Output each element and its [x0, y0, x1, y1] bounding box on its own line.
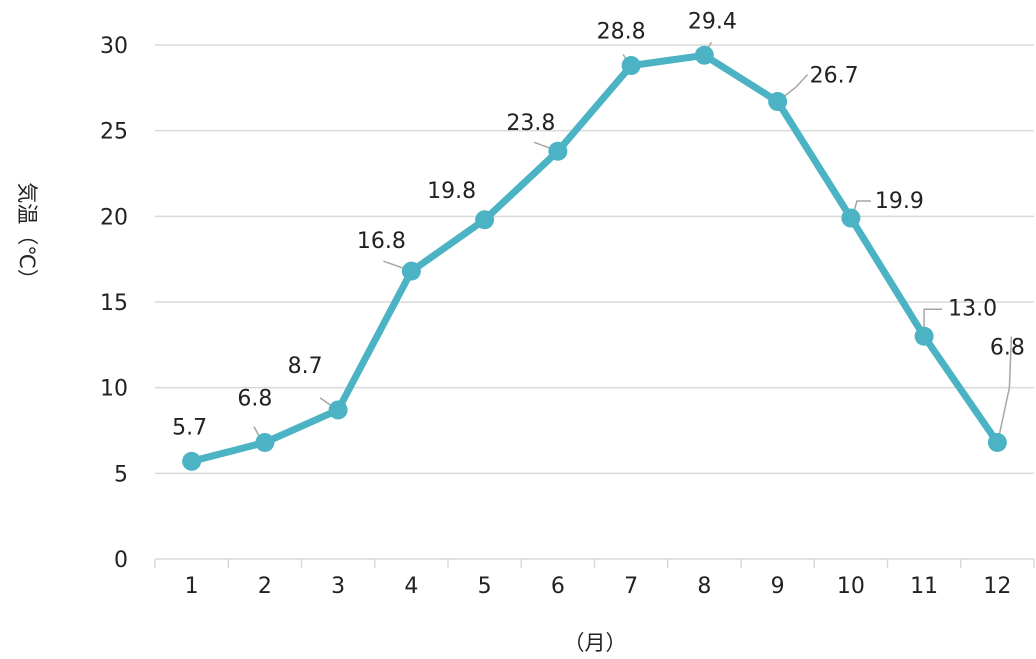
data-point: [987, 432, 1007, 452]
y-axis-title: 気温（℃）: [15, 182, 39, 290]
data-point: [914, 326, 934, 346]
series-line-layer: [188, 51, 1001, 465]
data-label: 29.4: [688, 9, 737, 34]
y-tick-label: 15: [100, 291, 128, 316]
data-label-leader: [533, 141, 551, 149]
data-label: 23.8: [506, 111, 555, 136]
data-label-leader: [383, 260, 404, 269]
gridlines: [155, 44, 1034, 475]
x-tick-label: 6: [551, 574, 565, 599]
x-tick-label: 11: [910, 574, 938, 599]
data-label-leader: [782, 73, 809, 99]
data-label: 13.0: [948, 296, 997, 321]
data-labels: 5.7 6.8 8.7 16.8 19.8 23.8 28.8 29.4 26.7 19.9 13.…: [172, 9, 1025, 440]
data-points: [182, 45, 1007, 471]
data-label-leader: [319, 397, 331, 406]
y-tick-label: 0: [114, 548, 128, 573]
data-label-leader: [998, 336, 1013, 435]
data-point: [255, 432, 275, 452]
data-label: 16.8: [357, 229, 406, 254]
x-tick-label: 5: [478, 574, 492, 599]
x-tick-label: 1: [185, 574, 199, 599]
x-tick-label: 7: [624, 574, 638, 599]
data-point: [328, 400, 348, 420]
x-tick-label: 4: [404, 574, 418, 599]
data-label: 6.8: [990, 335, 1025, 360]
series-line: [188, 51, 1001, 465]
data-label: 5.7: [172, 415, 207, 440]
y-tick-label: 10: [100, 377, 128, 402]
y-tick-label: 5: [114, 462, 128, 487]
data-point: [694, 45, 714, 65]
data-label: 8.7: [288, 354, 323, 379]
y-axis-tick-labels: 0 5 10 15 20 25 30: [100, 34, 128, 573]
data-label-leader: [923, 308, 943, 329]
data-point: [621, 56, 641, 76]
data-point: [182, 451, 202, 471]
data-label: 19.8: [427, 179, 476, 204]
data-point: [475, 210, 495, 230]
data-label-leader: [253, 426, 260, 436]
x-axis: [154, 558, 1035, 568]
x-tick-label: 8: [697, 574, 711, 599]
y-tick-label: 25: [100, 120, 128, 145]
data-label-leader-lines: [253, 41, 1013, 436]
x-tick-label: 2: [258, 574, 272, 599]
data-point: [768, 92, 788, 112]
data-label: 19.9: [875, 189, 924, 214]
data-point: [548, 141, 568, 161]
data-label-leader: [853, 200, 871, 213]
x-tick-label: 12: [983, 574, 1011, 599]
data-point: [841, 208, 861, 228]
data-label: 28.8: [597, 20, 646, 45]
x-tick-label: 9: [771, 574, 785, 599]
x-tick-label: 3: [331, 574, 345, 599]
x-axis-tick-labels: 1 2 3 4 5 6 7 8 9 10 11 12: [185, 574, 1012, 599]
x-axis-title: （月）: [564, 631, 627, 655]
x-tick-label: 10: [837, 574, 865, 599]
data-label: 26.7: [810, 64, 859, 89]
y-tick-label: 30: [100, 34, 128, 59]
data-point: [401, 261, 421, 281]
data-label: 6.8: [237, 386, 272, 411]
y-tick-label: 20: [100, 205, 128, 230]
